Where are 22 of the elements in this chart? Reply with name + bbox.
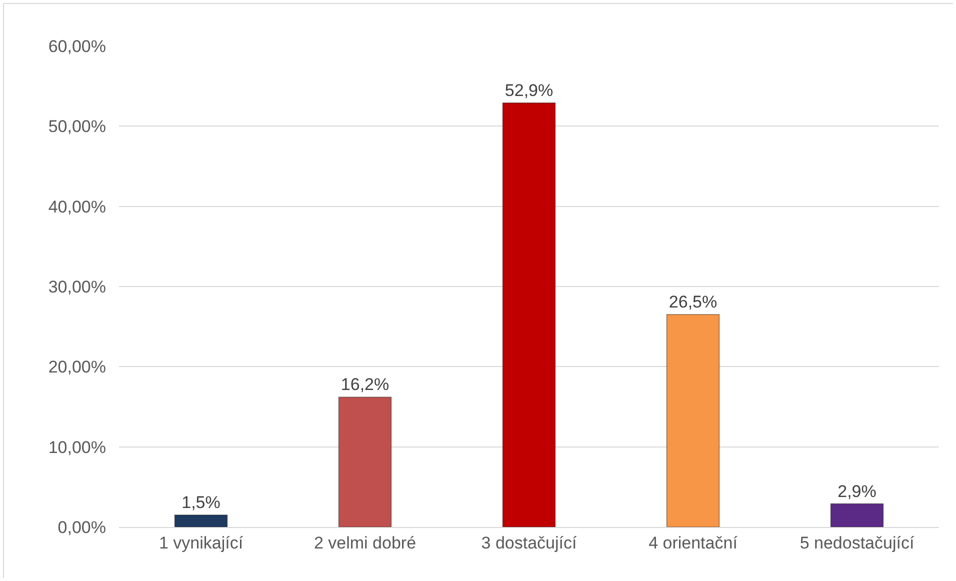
data-label: 26,5% bbox=[668, 292, 718, 312]
data-label: 2,9% bbox=[838, 482, 876, 501]
data-label: 1,5% bbox=[182, 492, 220, 512]
y-tick-label: 20,00% bbox=[48, 358, 106, 377]
x-tick-label: 1 vynikající bbox=[158, 533, 244, 552]
y-tick-label: 30,00% bbox=[48, 277, 106, 296]
bar bbox=[338, 396, 392, 527]
x-tick-label: 4 orientační bbox=[648, 533, 738, 552]
y-tick-label: 50,00% bbox=[48, 117, 106, 136]
y-tick-label: 40,00% bbox=[48, 197, 106, 216]
bar bbox=[174, 514, 228, 527]
data-label: 52,9% bbox=[504, 80, 554, 100]
data-label: 16,2% bbox=[340, 375, 390, 394]
bar bbox=[666, 314, 720, 527]
y-tick-label: 60,00% bbox=[48, 36, 106, 56]
x-tick-label: 3 dostačující bbox=[481, 533, 577, 552]
y-tick-label: 0,00% bbox=[58, 518, 106, 537]
x-tick-label: 5 nedostačující bbox=[800, 533, 914, 552]
bar bbox=[830, 503, 884, 527]
y-tick-label: 10,00% bbox=[48, 438, 106, 457]
bar bbox=[502, 102, 556, 527]
x-tick-label: 2 velmi dobré bbox=[314, 533, 416, 552]
